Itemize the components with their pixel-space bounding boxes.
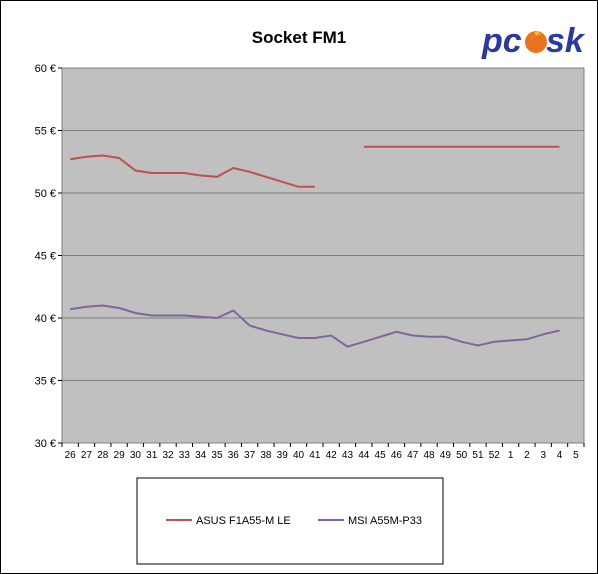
x-tick-label: 27: [81, 450, 93, 461]
legend: ASUS F1A55-M LE MSI A55M-P33: [166, 515, 422, 527]
series-line-2: [70, 304, 560, 348]
logo-text-pc: pc: [481, 22, 522, 60]
legend-label: MSI A55M-P33: [348, 515, 422, 527]
x-tick-label: 39: [277, 450, 289, 461]
x-tick-label: 47: [407, 450, 419, 461]
x-tick-label: 29: [114, 450, 126, 461]
x-tick-label: 35: [211, 450, 223, 461]
legend-label: ASUS F1A55-M LE: [196, 515, 291, 527]
x-tick-label: 2: [524, 450, 530, 461]
x-tick-label: 1: [508, 450, 514, 461]
series-lines: [70, 145, 560, 348]
y-tick-label: 40 €: [35, 313, 56, 325]
y-tick-label: 50 €: [35, 188, 56, 200]
x-tick-label: 32: [162, 450, 174, 461]
y-tick-label: 35 €: [35, 376, 56, 388]
y-tick-label: 45 €: [35, 251, 56, 263]
x-tick-label: 30: [130, 450, 142, 461]
logo-text-sk: sk: [546, 22, 586, 60]
x-tick-label: 52: [489, 450, 501, 461]
x-axis-ticks: 26 27 28 29 30 31 32 33 34 35 36 37 38 39 40 41 42 43 44 45…: [61, 443, 585, 461]
x-tick-label: 5: [573, 450, 579, 461]
chart-title: Socket FM1: [251, 28, 347, 47]
y-tick-label: 60 €: [35, 63, 56, 75]
x-tick-label: 44: [358, 450, 370, 461]
x-tick-label: 48: [423, 450, 435, 461]
x-tick-label: 42: [326, 450, 338, 461]
pctsk-logo: pc sk: [481, 22, 586, 60]
x-tick-label: 51: [472, 450, 484, 461]
y-axis-ticks: 30 € 35 € 40 € 45 € 50 € 55 € 60 €: [35, 63, 62, 450]
x-tick-label: 3: [540, 450, 546, 461]
x-tick-label: 49: [440, 450, 452, 461]
x-tick-label: 33: [179, 450, 191, 461]
x-tick-label: 38: [260, 450, 272, 461]
x-tick-label: 26: [65, 450, 77, 461]
series-line-1: [70, 145, 560, 188]
y-tick-label: 30 €: [35, 438, 56, 450]
y-tick-label: 55 €: [35, 126, 56, 138]
x-tick-label: 34: [195, 450, 207, 461]
logo-flame-icon: [525, 31, 547, 53]
x-tick-label: 46: [391, 450, 403, 461]
x-tick-label: 43: [342, 450, 354, 461]
x-tick-label: 41: [309, 450, 321, 461]
gridlines: [62, 130, 584, 381]
x-tick-label: 28: [97, 450, 109, 461]
x-tick-label: 4: [557, 450, 563, 461]
x-tick-label: 36: [228, 450, 240, 461]
x-tick-label: 45: [375, 450, 387, 461]
x-tick-label: 37: [244, 450, 256, 461]
x-tick-label: 40: [293, 450, 305, 461]
x-tick-label: 50: [456, 450, 468, 461]
x-tick-label: 31: [146, 450, 158, 461]
